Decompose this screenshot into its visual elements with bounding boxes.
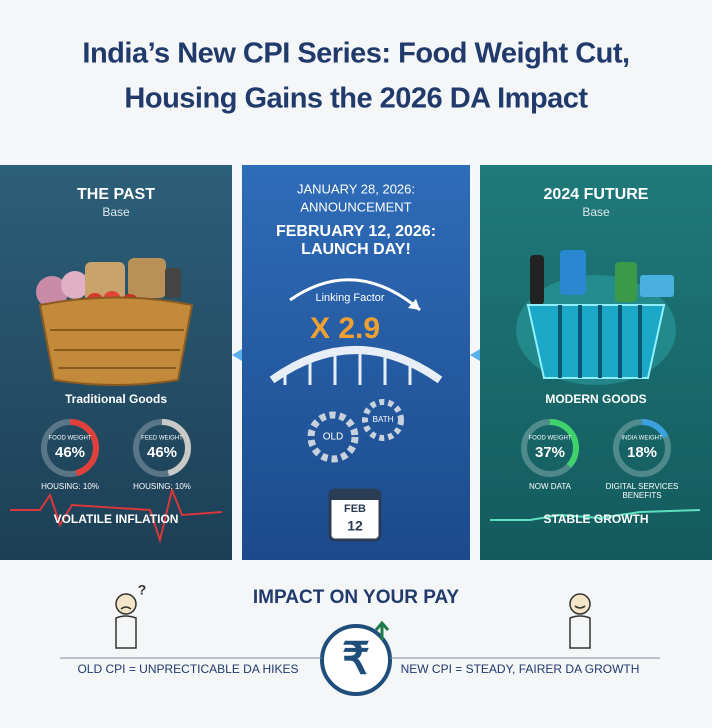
- panel-title: 2024 FUTURE: [544, 186, 649, 203]
- gauge-value: 37%: [535, 444, 565, 461]
- factor-value: X 2.9: [310, 312, 380, 345]
- panel-caption: Traditional Goods: [65, 392, 167, 406]
- gauge-note: DIGITAL SERVICES: [606, 482, 679, 491]
- timeline-text: ANNOUNCEMENT: [300, 199, 411, 214]
- gear: [307, 411, 359, 463]
- impact-title: IMPACT ON YOUR PAY: [253, 587, 460, 608]
- gauge-label: FOOD WEIGHT: [49, 436, 92, 442]
- arrow: [289, 278, 421, 312]
- old-cpi-text: OLD CPI = UNPRECTICABLE DA HIKES: [77, 662, 298, 676]
- gauge-note: BENEFITS: [622, 491, 661, 500]
- calendar-month: FEB: [344, 503, 366, 515]
- stable-line: [490, 509, 701, 521]
- bridge: [283, 348, 412, 385]
- gauge-arc: [521, 419, 579, 477]
- arrow: [232, 349, 242, 361]
- sad-figure: [115, 593, 137, 649]
- panel-caption: MODERN GOODS: [545, 392, 646, 406]
- happy-figure: [569, 593, 591, 649]
- gauge-arc: [613, 419, 671, 477]
- panel-subtitle: Base: [582, 205, 610, 219]
- panel-title: THE PAST: [77, 186, 155, 203]
- panel-footer: STABLE GROWTH: [543, 512, 648, 526]
- gauge-label: FOOD WEIGHT: [529, 436, 572, 442]
- question-mark: ?: [138, 582, 147, 598]
- panel-subtitle: Base: [102, 205, 130, 219]
- bridge: [269, 346, 443, 384]
- gauge-arc: [133, 419, 191, 477]
- rupee-icon: ₹: [342, 635, 370, 684]
- gear-label: BATH: [373, 415, 394, 424]
- title: Housing Gains the 2026 DA Impact: [124, 83, 588, 115]
- title: India’s New CPI Series: Food Weight Cut,: [82, 38, 629, 70]
- new-cpi-text: NEW CPI = STEADY, FAIRER DA GROWTH: [401, 662, 640, 676]
- gauge-note: NOW DATA: [529, 482, 572, 491]
- panel-footer: VOLATILE INFLATION: [54, 512, 179, 526]
- gear-label: OLD: [323, 432, 344, 443]
- gauge-value: 18%: [627, 444, 657, 461]
- gauge-value: 46%: [147, 444, 177, 461]
- basket-icon: [36, 258, 194, 386]
- basket-icon: [516, 250, 676, 385]
- arrow: [470, 349, 480, 361]
- gauge-note: HOUSING: 10%: [133, 482, 191, 491]
- gauge-label: INDIA WEIGHT: [621, 436, 663, 442]
- rupee-circle: [320, 624, 392, 696]
- timeline-text: LAUNCH DAY!: [301, 241, 411, 258]
- calendar-day: 12: [347, 518, 363, 534]
- timeline-text: FEBRUARY 12, 2026:: [276, 223, 436, 240]
- gauge-label: FEED WEIGHT: [141, 436, 183, 442]
- timeline-text: JANUARY 28, 2026:: [297, 181, 415, 196]
- gauge-arc: [41, 419, 99, 477]
- volatile-line: [10, 486, 223, 544]
- arrow-head: [408, 299, 420, 310]
- gauge-note: HOUSING: 10%: [41, 482, 99, 491]
- up-arrow: [374, 620, 390, 640]
- gear: [362, 399, 404, 441]
- factor-label: Linking Factor: [315, 292, 384, 304]
- gauge-value: 46%: [55, 444, 85, 461]
- calendar-bar: [330, 490, 380, 500]
